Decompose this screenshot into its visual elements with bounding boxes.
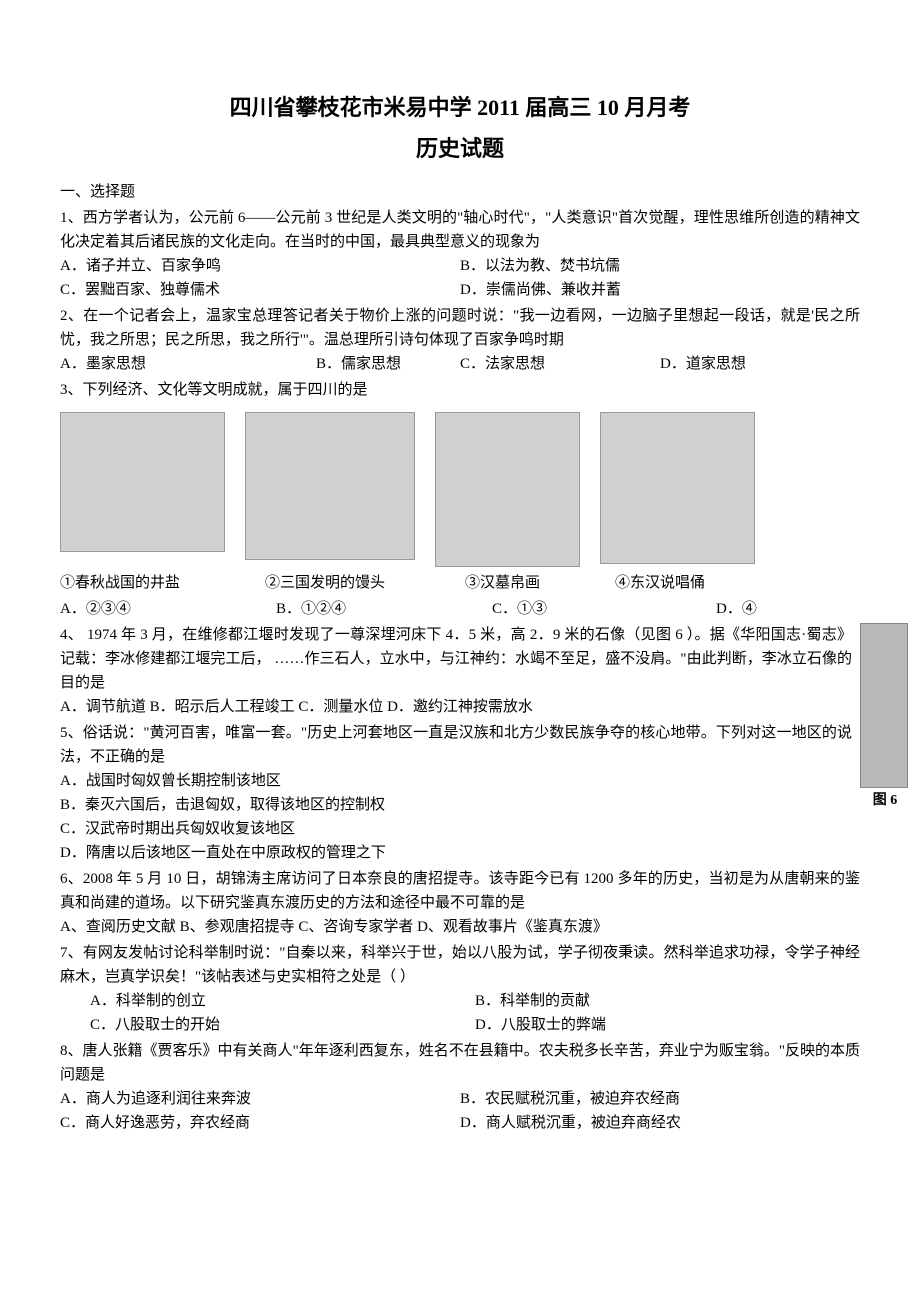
- option-c: C．法家思想: [460, 352, 660, 376]
- question-text: 4、 1974 年 3 月，在维修都江堰时发现了一尊深埋河床下 4．5 米，高 …: [60, 623, 860, 695]
- question-text: 8、唐人张籍《贾客乐》中有关商人"年年逐利西复东，姓名不在县籍中。农夫税多长辛苦…: [60, 1039, 860, 1087]
- question-text: 7、有网友发帖讨论科举制时说："自秦以来，科举兴于世，始以八股为试，学子彻夜秉读…: [60, 941, 860, 989]
- option-b: B．①②④: [276, 597, 492, 621]
- caption-4: ④东汉说唱俑: [600, 571, 755, 595]
- question-4: 4、 1974 年 3 月，在维修都江堰时发现了一尊深埋河床下 4．5 米，高 …: [60, 623, 860, 719]
- question-text: 3、下列经济、文化等文明成就，属于四川的是: [60, 378, 860, 402]
- option-d: D．八股取士的弊端: [475, 1013, 860, 1037]
- question-6: 6、2008 年 5 月 10 日，胡锦涛主席访问了日本奈良的唐招提寺。该寺距今…: [60, 867, 860, 939]
- question-text: 6、2008 年 5 月 10 日，胡锦涛主席访问了日本奈良的唐招提寺。该寺距今…: [60, 867, 860, 915]
- question-3: 3、下列经济、文化等文明成就，属于四川的是 ①春秋战国的井盐 ②三国发明的馒头 …: [60, 378, 860, 621]
- caption-2: ②三国发明的馒头: [245, 571, 415, 595]
- option-d: D．④: [716, 597, 860, 621]
- figure-6-image: [860, 623, 908, 788]
- question-8: 8、唐人张籍《贾客乐》中有关商人"年年逐利西复东，姓名不在县籍中。农夫税多长辛苦…: [60, 1039, 860, 1135]
- question-text: 1、西方学者认为，公元前 6——公元前 3 世纪是人类文明的"轴心时代"，"人类…: [60, 206, 860, 254]
- question-text: 5、俗话说："黄河百害，唯富一套。"历史上河套地区一直是汉族和北方少数民族争夺的…: [60, 721, 860, 769]
- option-c: C．罢黜百家、独尊儒术: [60, 278, 460, 302]
- image-row: [60, 412, 860, 567]
- option-c: C．八股取士的开始: [90, 1013, 475, 1037]
- option-c: C．商人好逸恶劳，弃农经商: [60, 1111, 460, 1135]
- option-a: A．商人为追逐利润往来奔波: [60, 1087, 460, 1111]
- image-storyteller-figurine: [600, 412, 755, 564]
- option-a: A．墨家思想: [60, 352, 316, 376]
- option-d: D．道家思想: [660, 352, 860, 376]
- caption-3: ③汉墓帛画: [435, 571, 580, 595]
- page-subtitle: 历史试题: [60, 131, 860, 166]
- option-c: C．①③: [492, 597, 716, 621]
- image-salt-wells: [60, 412, 225, 552]
- options-inline: A、查阅历史文献 B、参观唐招提寺 C、咨询专家学者 D、观看故事片《鉴真东渡》: [60, 915, 860, 939]
- figure-6-caption: 图 6: [860, 790, 910, 812]
- image-mantou: [245, 412, 415, 560]
- option-a: A．战国时匈奴曾长期控制该地区: [60, 769, 860, 793]
- option-b: B．农民赋税沉重，被迫弃农经商: [460, 1087, 860, 1111]
- question-7: 7、有网友发帖讨论科举制时说："自秦以来，科举兴于世，始以八股为试，学子彻夜秉读…: [60, 941, 860, 1037]
- options-inline: A．调节航道 B．昭示后人工程竣工 C．测量水位 D．邀约江神按需放水: [60, 695, 860, 719]
- option-c: C．汉武帝时期出兵匈奴收复该地区: [60, 817, 860, 841]
- option-a: A．②③④: [60, 597, 276, 621]
- option-d: D．隋唐以后该地区一直处在中原政权的管理之下: [60, 841, 860, 865]
- image-captions: ①春秋战国的井盐 ②三国发明的馒头 ③汉墓帛画 ④东汉说唱俑: [60, 571, 860, 595]
- section-heading: 一、选择题: [60, 180, 860, 204]
- caption-1: ①春秋战国的井盐: [60, 571, 225, 595]
- option-b: B．儒家思想: [316, 352, 460, 376]
- question-5: 5、俗话说："黄河百害，唯富一套。"历史上河套地区一直是汉族和北方少数民族争夺的…: [60, 721, 860, 865]
- option-d: D．崇儒尚佛、兼收并蓄: [460, 278, 860, 302]
- option-a: A．科举制的创立: [90, 989, 475, 1013]
- side-figure: 图 6: [860, 623, 910, 812]
- option-b: B．科举制的贡献: [475, 989, 860, 1013]
- option-b: B．秦灭六国后，击退匈奴，取得该地区的控制权: [60, 793, 860, 817]
- question-text: 2、在一个记者会上，温家宝总理答记者关于物价上涨的问题时说："我一边看网，一边脑…: [60, 304, 860, 352]
- option-a: A．诸子并立、百家争鸣: [60, 254, 460, 278]
- image-silk-painting: [435, 412, 580, 567]
- page-title: 四川省攀枝花市米易中学 2011 届高三 10 月月考: [60, 90, 860, 125]
- question-1: 1、西方学者认为，公元前 6——公元前 3 世纪是人类文明的"轴心时代"，"人类…: [60, 206, 860, 302]
- option-b: B．以法为教、焚书坑儒: [460, 254, 860, 278]
- question-2: 2、在一个记者会上，温家宝总理答记者关于物价上涨的问题时说："我一边看网，一边脑…: [60, 304, 860, 376]
- option-d: D．商人赋税沉重，被迫弃商经农: [460, 1111, 860, 1135]
